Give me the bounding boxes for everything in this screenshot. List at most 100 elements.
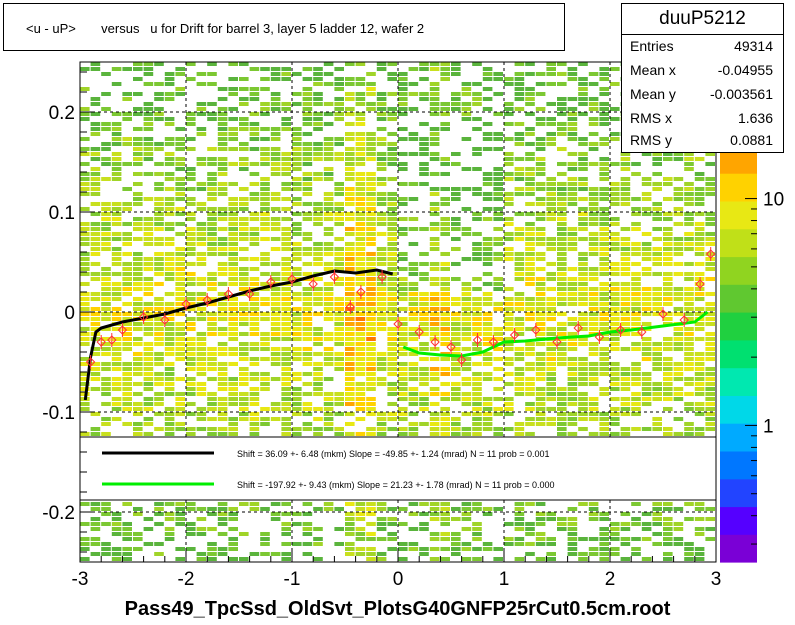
heatmap-cell bbox=[207, 512, 217, 516]
heatmap-cell bbox=[599, 307, 609, 311]
heatmap-cell bbox=[408, 197, 419, 201]
heatmap-cell bbox=[292, 292, 302, 296]
heatmap-cell bbox=[663, 432, 673, 436]
heatmap-cell bbox=[345, 322, 355, 326]
heatmap-cell bbox=[429, 377, 440, 381]
heatmap-cell bbox=[345, 517, 355, 521]
heatmap-cell bbox=[196, 252, 207, 256]
y-tick-label: 0 bbox=[64, 303, 75, 324]
heatmap-cell bbox=[504, 137, 514, 141]
heatmap-cell bbox=[599, 247, 609, 251]
heatmap-cell bbox=[440, 357, 450, 361]
heatmap-cell bbox=[270, 272, 281, 276]
heatmap-cell bbox=[355, 197, 366, 201]
heatmap-cell bbox=[345, 217, 355, 221]
heatmap-cell bbox=[101, 237, 111, 241]
heatmap-cell bbox=[694, 297, 705, 301]
heatmap-cell bbox=[164, 162, 175, 166]
heatmap-cell bbox=[673, 242, 684, 246]
color-scale-step bbox=[720, 506, 757, 535]
heatmap-cell bbox=[387, 152, 397, 156]
heatmap-cell bbox=[196, 387, 207, 391]
heatmap-cell bbox=[398, 307, 408, 311]
heatmap-cell bbox=[175, 182, 185, 186]
heatmap-cell bbox=[610, 337, 620, 341]
heatmap-cell bbox=[281, 332, 291, 336]
heatmap-cell bbox=[482, 357, 493, 361]
heatmap-cell bbox=[429, 402, 440, 406]
heatmap-cell bbox=[302, 382, 313, 386]
heatmap-cell bbox=[408, 282, 419, 286]
heatmap-cell bbox=[588, 517, 599, 521]
heatmap-cell bbox=[164, 172, 175, 176]
heatmap-cell bbox=[207, 427, 217, 431]
heatmap-cell bbox=[673, 247, 684, 251]
heatmap-cell bbox=[281, 247, 291, 251]
heatmap-cell bbox=[567, 362, 578, 366]
heatmap-cell bbox=[514, 512, 525, 516]
heatmap-cell bbox=[207, 547, 217, 551]
heatmap-cell bbox=[313, 122, 323, 126]
heatmap-cell bbox=[302, 427, 313, 431]
heatmap-cell bbox=[366, 372, 376, 376]
heatmap-cell bbox=[493, 302, 503, 306]
heatmap-cell bbox=[80, 387, 90, 391]
heatmap-cell bbox=[620, 557, 631, 561]
heatmap-cell bbox=[90, 362, 101, 366]
heatmap-cell bbox=[217, 502, 228, 506]
heatmap-cell bbox=[387, 532, 397, 536]
heatmap-cell bbox=[663, 292, 673, 296]
heatmap-cell bbox=[334, 222, 344, 226]
heatmap-cell bbox=[366, 107, 376, 111]
heatmap-cell bbox=[631, 197, 641, 201]
heatmap-cell bbox=[143, 62, 154, 66]
heatmap-cell bbox=[260, 337, 270, 341]
heatmap-cell bbox=[610, 202, 620, 206]
heatmap-cell bbox=[440, 427, 450, 431]
heatmap-cell bbox=[355, 352, 366, 356]
heatmap-cell bbox=[514, 262, 525, 266]
heatmap-cell bbox=[239, 147, 249, 151]
heatmap-cell bbox=[313, 127, 323, 131]
heatmap-cell bbox=[504, 287, 514, 291]
heatmap-cell bbox=[101, 202, 111, 206]
heatmap-cell bbox=[281, 312, 291, 316]
heatmap-cell bbox=[345, 527, 355, 531]
heatmap-cell bbox=[419, 97, 429, 101]
heatmap-cell bbox=[249, 307, 260, 311]
heatmap-cell bbox=[482, 282, 493, 286]
heatmap-cell bbox=[493, 212, 503, 216]
heatmap-cell bbox=[557, 147, 567, 151]
heatmap-cell bbox=[366, 277, 376, 281]
heatmap-cell bbox=[641, 297, 652, 301]
heatmap-cell bbox=[504, 197, 514, 201]
heatmap-cell bbox=[133, 407, 143, 411]
heatmap-cell bbox=[578, 417, 588, 421]
heatmap-cell bbox=[472, 252, 482, 256]
heatmap-cell bbox=[599, 227, 609, 231]
heatmap-cell bbox=[281, 182, 291, 186]
heatmap-cell bbox=[90, 97, 101, 101]
heatmap-cell bbox=[175, 547, 185, 551]
heatmap-cell bbox=[557, 297, 567, 301]
heatmap-cell bbox=[334, 427, 344, 431]
heatmap-cell bbox=[281, 417, 291, 421]
heatmap-cell bbox=[451, 102, 461, 106]
profile-point bbox=[223, 289, 234, 299]
heatmap-cell bbox=[313, 157, 323, 161]
heatmap-cell bbox=[641, 557, 652, 561]
heatmap-cell bbox=[684, 502, 694, 506]
heatmap-cell bbox=[355, 227, 366, 231]
heatmap-cell bbox=[334, 322, 344, 326]
heatmap-cell bbox=[355, 157, 366, 161]
heatmap-cell bbox=[440, 277, 450, 281]
heatmap-cell bbox=[239, 407, 249, 411]
heatmap-cell bbox=[408, 327, 419, 331]
heatmap-cell bbox=[620, 367, 631, 371]
heatmap-cell bbox=[461, 287, 472, 291]
heatmap-cell bbox=[228, 257, 238, 261]
heatmap-cell bbox=[398, 317, 408, 321]
heatmap-cell bbox=[705, 232, 715, 236]
heatmap-cell bbox=[641, 322, 652, 326]
heatmap-cell bbox=[260, 197, 270, 201]
